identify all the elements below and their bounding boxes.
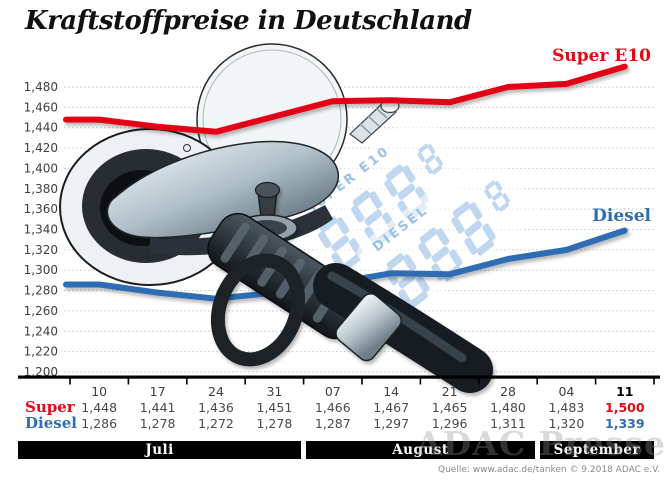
x-tick	[69, 378, 71, 385]
seven-segment-digit	[484, 180, 510, 212]
fuel-hose-highlight	[327, 271, 467, 363]
date-cell: 21	[441, 384, 458, 399]
month-bar-august: August	[306, 441, 535, 459]
y-tick-label: 1,420	[24, 141, 58, 155]
y-tick-label: 1,240	[24, 324, 58, 338]
diesel-value-cell: 1,296	[431, 416, 468, 431]
diesel-value-cell: 1,278	[139, 416, 176, 431]
diesel-value-cell: 1,311	[490, 416, 526, 431]
date-cell: 31	[266, 384, 283, 399]
diesel-value-cell: 1,287	[314, 416, 351, 431]
x-tick	[594, 378, 597, 385]
spout-ribs	[359, 107, 388, 135]
super-value-cell: 1,436	[198, 400, 234, 415]
nozzle-arm-underside	[150, 205, 333, 256]
x-tick	[536, 378, 538, 385]
x-axis	[18, 375, 660, 385]
page-title: Kraftstoffpreise in Deutschland	[25, 6, 472, 36]
x-tick	[127, 378, 130, 385]
y-tick-label: 1,300	[24, 263, 58, 277]
y-tick-label: 1,200	[24, 365, 58, 379]
diesel-series-label: Diesel	[592, 206, 651, 226]
y-tick-label: 1,260	[24, 304, 58, 318]
super-value-cell: 1,500	[605, 400, 645, 415]
month-bar-juli: Juli	[18, 441, 302, 459]
x-tick	[302, 378, 305, 385]
table-row-label-super: Super	[25, 398, 75, 416]
y-tick-label: 1,280	[24, 284, 58, 298]
date-cell: 07	[324, 384, 341, 399]
diesel-value-cell: 1,339	[605, 416, 645, 431]
source-note: Quelle: www.adac.de/tanken © 9.2018 ADAC…	[438, 465, 660, 475]
diesel-value-cell: 1,320	[548, 416, 585, 431]
super-e10-series-label: Super E10	[552, 46, 651, 66]
super-value-cell: 1,480	[490, 400, 526, 415]
super-value-cell: 1,483	[548, 400, 585, 415]
nozzle-knob-cap	[254, 181, 281, 199]
super-value-cell: 1,466	[314, 400, 351, 415]
y-tick-label: 1,380	[24, 182, 58, 196]
nozzle-illustration-handle	[207, 181, 493, 393]
screw-icon	[183, 144, 191, 152]
x-tick	[419, 378, 422, 385]
diesel-value-cell: 1,286	[81, 416, 118, 431]
y-tick-label: 1,220	[24, 345, 58, 359]
diesel-value-cell: 1,297	[373, 416, 410, 431]
super-value-cell: 1,467	[373, 400, 410, 415]
y-tick-label: 1,400	[24, 161, 58, 175]
fuel-hose	[313, 263, 493, 393]
diesel-value-cell: 1,278	[256, 416, 293, 431]
super-value-cell: 1,448	[81, 400, 118, 415]
nozzle-chrome-arm	[106, 140, 339, 239]
diesel-value-cell: 1,272	[198, 416, 234, 431]
date-cell: 28	[500, 384, 516, 399]
date-cell: 11	[616, 384, 634, 399]
y-axis-labels: 1,480 1,460 1,440 1,420 1,400 1,380 1,360 1,340…	[24, 80, 58, 379]
table-row-label-diesel: Diesel	[25, 414, 77, 432]
display-panel	[290, 111, 472, 279]
seven-segment-digit	[451, 201, 496, 256]
super-e10-line	[63, 63, 628, 135]
date-cell: 14	[383, 384, 400, 399]
x-tick	[361, 378, 363, 385]
x-tick	[653, 378, 655, 385]
y-tick-label: 1,320	[24, 243, 58, 257]
y-tick-label: 1,480	[24, 80, 58, 94]
y-tick-label: 1,440	[24, 121, 58, 135]
nozzle-trigger-guard	[210, 253, 306, 367]
x-tick	[244, 378, 246, 385]
x-tick	[478, 378, 480, 385]
date-cell: 17	[149, 384, 166, 399]
y-tick-label: 1,460	[24, 100, 58, 114]
y-tick-label: 1,340	[24, 222, 58, 236]
date-cell: 04	[558, 384, 575, 399]
date-cell: 10	[91, 384, 108, 399]
date-cell: 24	[208, 384, 224, 399]
super-value-cell: 1,441	[139, 400, 176, 415]
x-axis-line	[18, 375, 660, 379]
seven-segment-digit	[417, 143, 443, 175]
nozzle-spout	[349, 101, 397, 144]
month-bar-september: September	[539, 441, 654, 459]
super-value-cell: 1,451	[256, 400, 293, 415]
y-tick-label: 1,360	[24, 202, 58, 216]
hose-collar	[335, 293, 402, 362]
x-tick	[186, 378, 188, 385]
super-value-cell: 1,465	[431, 400, 468, 415]
